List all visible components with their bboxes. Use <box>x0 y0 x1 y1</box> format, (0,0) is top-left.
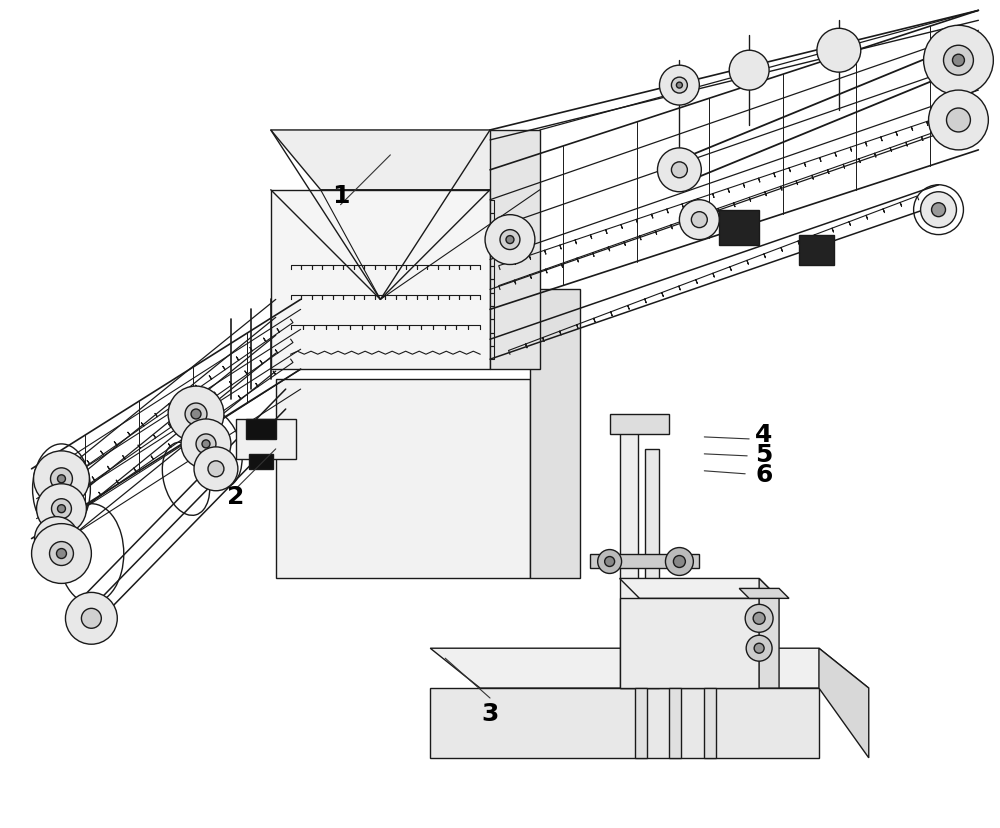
Circle shape <box>49 531 64 546</box>
Polygon shape <box>590 554 699 569</box>
Circle shape <box>32 524 91 584</box>
Circle shape <box>50 542 73 566</box>
Circle shape <box>753 613 765 624</box>
Polygon shape <box>704 688 716 758</box>
Polygon shape <box>430 688 819 758</box>
Polygon shape <box>430 648 869 688</box>
Text: 3: 3 <box>481 701 499 725</box>
Circle shape <box>57 505 65 513</box>
Circle shape <box>65 593 117 644</box>
Polygon shape <box>819 648 869 758</box>
Circle shape <box>673 556 685 568</box>
Text: 5: 5 <box>755 442 773 466</box>
Circle shape <box>52 499 71 519</box>
Polygon shape <box>739 589 789 599</box>
Circle shape <box>946 109 970 132</box>
Polygon shape <box>276 290 580 339</box>
Circle shape <box>57 475 65 484</box>
Circle shape <box>51 469 72 490</box>
Circle shape <box>56 549 66 559</box>
Polygon shape <box>620 599 759 688</box>
Polygon shape <box>635 688 647 758</box>
Polygon shape <box>759 579 779 688</box>
Circle shape <box>194 447 238 491</box>
Circle shape <box>932 204 946 218</box>
Circle shape <box>506 236 514 244</box>
Circle shape <box>676 83 682 89</box>
Text: 6: 6 <box>755 462 773 486</box>
Circle shape <box>691 213 707 229</box>
Polygon shape <box>246 420 276 440</box>
Circle shape <box>679 200 719 240</box>
Circle shape <box>485 215 535 265</box>
Polygon shape <box>276 380 530 579</box>
Circle shape <box>671 78 687 94</box>
Circle shape <box>921 193 956 229</box>
Circle shape <box>746 635 772 662</box>
Polygon shape <box>719 210 759 245</box>
Circle shape <box>924 26 993 96</box>
Polygon shape <box>236 420 296 460</box>
Circle shape <box>168 387 224 442</box>
Polygon shape <box>610 415 669 435</box>
Text: 4: 4 <box>755 422 773 446</box>
Circle shape <box>185 403 207 426</box>
Polygon shape <box>530 290 580 579</box>
Polygon shape <box>645 450 659 688</box>
Circle shape <box>34 451 89 507</box>
Polygon shape <box>271 131 540 190</box>
Circle shape <box>500 230 520 250</box>
Circle shape <box>754 643 764 653</box>
Circle shape <box>196 435 216 455</box>
Polygon shape <box>249 455 273 469</box>
Circle shape <box>181 420 231 469</box>
Circle shape <box>208 461 224 477</box>
Circle shape <box>37 484 86 534</box>
Circle shape <box>81 609 101 628</box>
Polygon shape <box>620 579 779 599</box>
Polygon shape <box>271 190 490 370</box>
Circle shape <box>191 410 201 420</box>
Circle shape <box>35 517 78 561</box>
Circle shape <box>605 557 615 567</box>
Circle shape <box>944 46 973 76</box>
Circle shape <box>657 149 701 193</box>
Circle shape <box>671 162 687 179</box>
Circle shape <box>659 66 699 106</box>
Polygon shape <box>490 131 540 370</box>
Text: 2: 2 <box>227 484 245 508</box>
Text: 1: 1 <box>332 184 349 208</box>
Circle shape <box>745 604 773 633</box>
Circle shape <box>929 91 988 151</box>
Polygon shape <box>669 688 681 758</box>
Circle shape <box>202 440 210 448</box>
Circle shape <box>952 55 964 67</box>
Circle shape <box>598 550 622 574</box>
Circle shape <box>817 29 861 73</box>
Polygon shape <box>620 420 638 688</box>
Circle shape <box>665 548 693 575</box>
Polygon shape <box>799 235 834 265</box>
Circle shape <box>729 51 769 91</box>
